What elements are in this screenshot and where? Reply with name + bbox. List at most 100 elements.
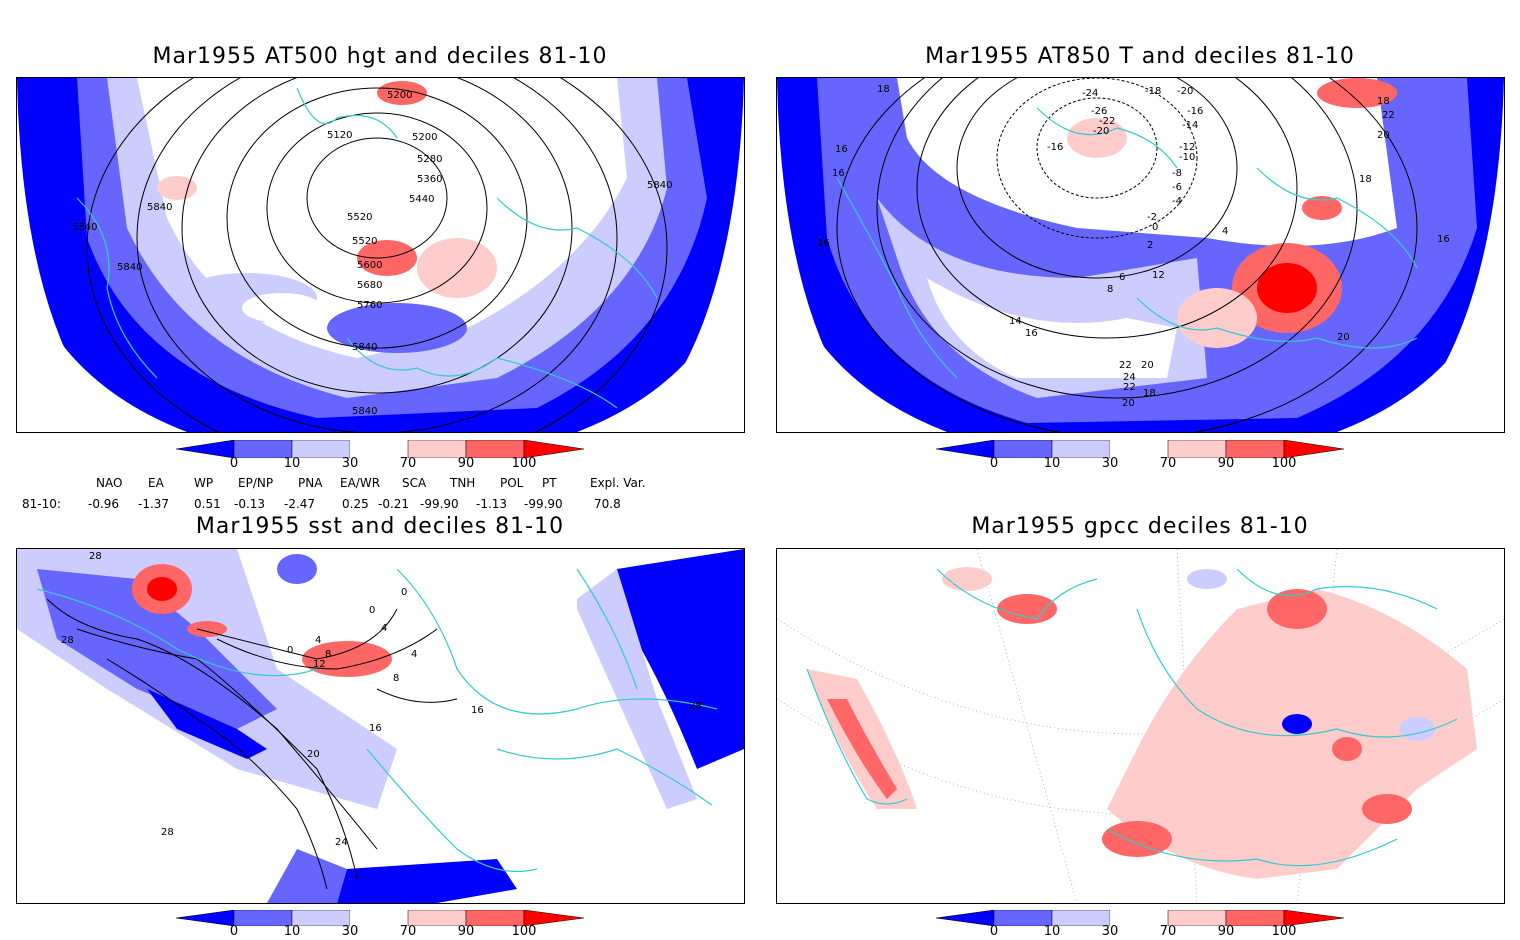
contour-label: 5840 <box>147 202 172 213</box>
panel-title-gpcc: Mar1955 gpcc deciles 81-10 <box>971 514 1309 539</box>
contour-label: 5520 <box>347 212 372 223</box>
index-name: PNA <box>298 476 323 490</box>
index-value: 0.51 <box>194 497 221 511</box>
contour-label: 18 <box>1143 388 1156 399</box>
contour-label: 5680 <box>357 280 382 291</box>
index-name: WP <box>194 476 214 490</box>
contour-label: -20 <box>1093 126 1109 137</box>
colorbar-label: 30 <box>341 924 359 939</box>
contour-label: 5840 <box>352 406 377 417</box>
index-value: -2.47 <box>284 497 316 511</box>
contour-label: -24 <box>1082 88 1098 99</box>
index-name: NAO <box>96 476 123 490</box>
contour-label: -22 <box>1099 116 1115 127</box>
colorbar-label: 100 <box>511 456 537 471</box>
index-value: -0.96 <box>88 497 120 511</box>
contour-label: 22 <box>1123 382 1136 393</box>
contour-label: 16 <box>817 238 830 249</box>
contour-label: 5520 <box>352 236 377 247</box>
index-value: -99.90 <box>524 497 563 511</box>
panel-title-t850: Mar1955 AT850 T and deciles 81-10 <box>925 44 1355 69</box>
contour-label: 5760 <box>357 300 382 311</box>
contour-label: 5840 <box>72 222 97 233</box>
colorbar-label: 0 <box>989 924 999 939</box>
map-hgt500-svg: 5120 5200 5200 5280 5360 5440 5520 5520 … <box>17 78 744 432</box>
indices-row-label: 81-10: <box>22 497 61 511</box>
contour-label: -16 <box>1187 106 1203 117</box>
index-name: EA <box>148 476 164 490</box>
map-t850: 18 16 16 16 -24 -26 -22 -20 -18 -20 -16 … <box>776 77 1505 433</box>
contour-label: 5840 <box>117 262 142 273</box>
map-gpcc-svg <box>777 549 1504 903</box>
contour-label: 5200 <box>412 132 437 143</box>
map-gpcc <box>776 548 1505 904</box>
contour-label: 8 <box>325 649 331 660</box>
map-hgt500: 5120 5200 5200 5280 5360 5440 5520 5520 … <box>16 77 745 433</box>
map-t850-svg: 18 16 16 16 -24 -26 -22 -20 -18 -20 -16 … <box>777 78 1504 432</box>
contour-label: 18 <box>1377 96 1390 107</box>
colorbar-label: 0 <box>229 456 239 471</box>
contour-label: 18 <box>877 84 890 95</box>
contour-label: -16 <box>1047 142 1063 153</box>
colorbar-label: 100 <box>1271 456 1297 471</box>
contour-label: 5440 <box>409 194 434 205</box>
colorbar-label: 10 <box>283 456 301 471</box>
contour-label: -6 <box>1172 182 1182 193</box>
contour-label: 28 <box>689 701 702 712</box>
contour-label: 8 <box>1107 284 1113 295</box>
contour-label: 22 <box>1382 110 1395 121</box>
contour-label: 12 <box>313 659 326 670</box>
contour-label: -4 <box>1172 196 1182 207</box>
contour-label: -12 <box>1179 142 1195 153</box>
contour-label: 28 <box>61 635 74 646</box>
colorbar-label: 0 <box>229 924 239 939</box>
colorbar-bottom-right: 0 10 30 70 90 100 <box>935 909 1345 940</box>
panel-title-hgt500: Mar1955 AT500 hgt and deciles 81-10 <box>152 44 608 69</box>
contour-label: 0 <box>369 605 375 616</box>
contour-label: 20 <box>1377 130 1390 141</box>
contour-label: 16 <box>1025 328 1038 339</box>
contour-label: 4 <box>411 649 417 660</box>
colorbar-label: 90 <box>1217 924 1235 939</box>
colorbar-label: 10 <box>1043 924 1061 939</box>
colorbar-label: 90 <box>1217 456 1235 471</box>
contour-label: 24 <box>1123 372 1136 383</box>
index-name: PT <box>542 476 557 490</box>
index-name: SCA <box>402 476 427 490</box>
contour-label: 16 <box>1437 234 1450 245</box>
colorbar-label: 70 <box>1159 924 1177 939</box>
contour-label: 5120 <box>327 130 352 141</box>
colorbar-label: 90 <box>457 456 475 471</box>
index-value: -1.37 <box>138 497 170 511</box>
contour-label: 16 <box>369 723 382 734</box>
contour-label: -10 <box>1179 152 1195 163</box>
contour-label: -14 <box>1182 120 1198 131</box>
colorbar-label: 10 <box>1043 456 1061 471</box>
index-value: -99.90 <box>420 497 459 511</box>
contour-label: 0 <box>287 645 293 656</box>
contour-label: 8 <box>393 673 399 684</box>
colorbar-label: 70 <box>399 456 417 471</box>
colorbar-label: 30 <box>1101 924 1119 939</box>
contour-label: 4 <box>1222 226 1228 237</box>
contour-label: -8 <box>1172 168 1182 179</box>
index-value: -1.13 <box>476 497 508 511</box>
index-name: Expl. Var. <box>590 476 646 490</box>
contour-label: 5600 <box>357 260 382 271</box>
contour-label: -2 <box>1147 212 1157 223</box>
colorbar-top-left: 0 10 30 70 90 100 <box>175 439 585 474</box>
contour-label: 5840 <box>352 342 377 353</box>
index-name: TNH <box>450 476 476 490</box>
contour-label: 24 <box>335 837 348 848</box>
contour-label: -18 <box>1145 86 1161 97</box>
contour-label: 4 <box>315 635 321 646</box>
colorbar-label: 30 <box>1101 456 1119 471</box>
contour-label: 28 <box>89 551 102 562</box>
colorbar-label: 70 <box>399 924 417 939</box>
contour-label: 5280 <box>417 154 442 165</box>
contour-label: 5200 <box>387 90 412 101</box>
index-name: POL <box>500 476 524 490</box>
colorbar-swatches <box>935 909 1345 927</box>
colorbar-label: 90 <box>457 924 475 939</box>
colorbar-bottom-left: 0 10 30 70 90 100 <box>175 909 585 940</box>
